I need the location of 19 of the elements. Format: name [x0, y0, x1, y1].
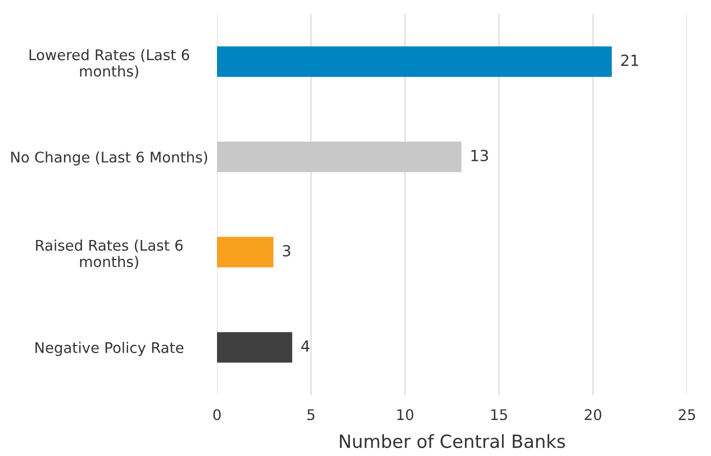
y-tick-label: No Change (Last 6 Months) [11, 151, 208, 166]
x-tick-label: 20 [584, 409, 602, 420]
y-tick-label: Negative Policy Rate [35, 342, 184, 356]
data-label: 13 [471, 150, 488, 162]
x-tick-label: 25 [678, 409, 696, 420]
x-axis-title: Number of Central Banks [340, 434, 565, 448]
x-tick-label: 15 [491, 409, 508, 420]
data-label: 4 [301, 340, 310, 352]
data-label: 3 [282, 245, 290, 257]
x-tick-label: 5 [307, 409, 314, 420]
y-tick-label: Lowered Rates (Last 6 months) [30, 49, 190, 78]
x-tick-label: 10 [397, 409, 414, 420]
bar [217, 332, 292, 363]
bar [217, 142, 462, 172]
data-label: 21 [621, 54, 638, 66]
y-tick-label: Raised Rates (Last 6 months) [36, 240, 183, 269]
bar [217, 46, 612, 77]
bar [217, 236, 274, 268]
x-tick-label: 0 [213, 409, 221, 420]
